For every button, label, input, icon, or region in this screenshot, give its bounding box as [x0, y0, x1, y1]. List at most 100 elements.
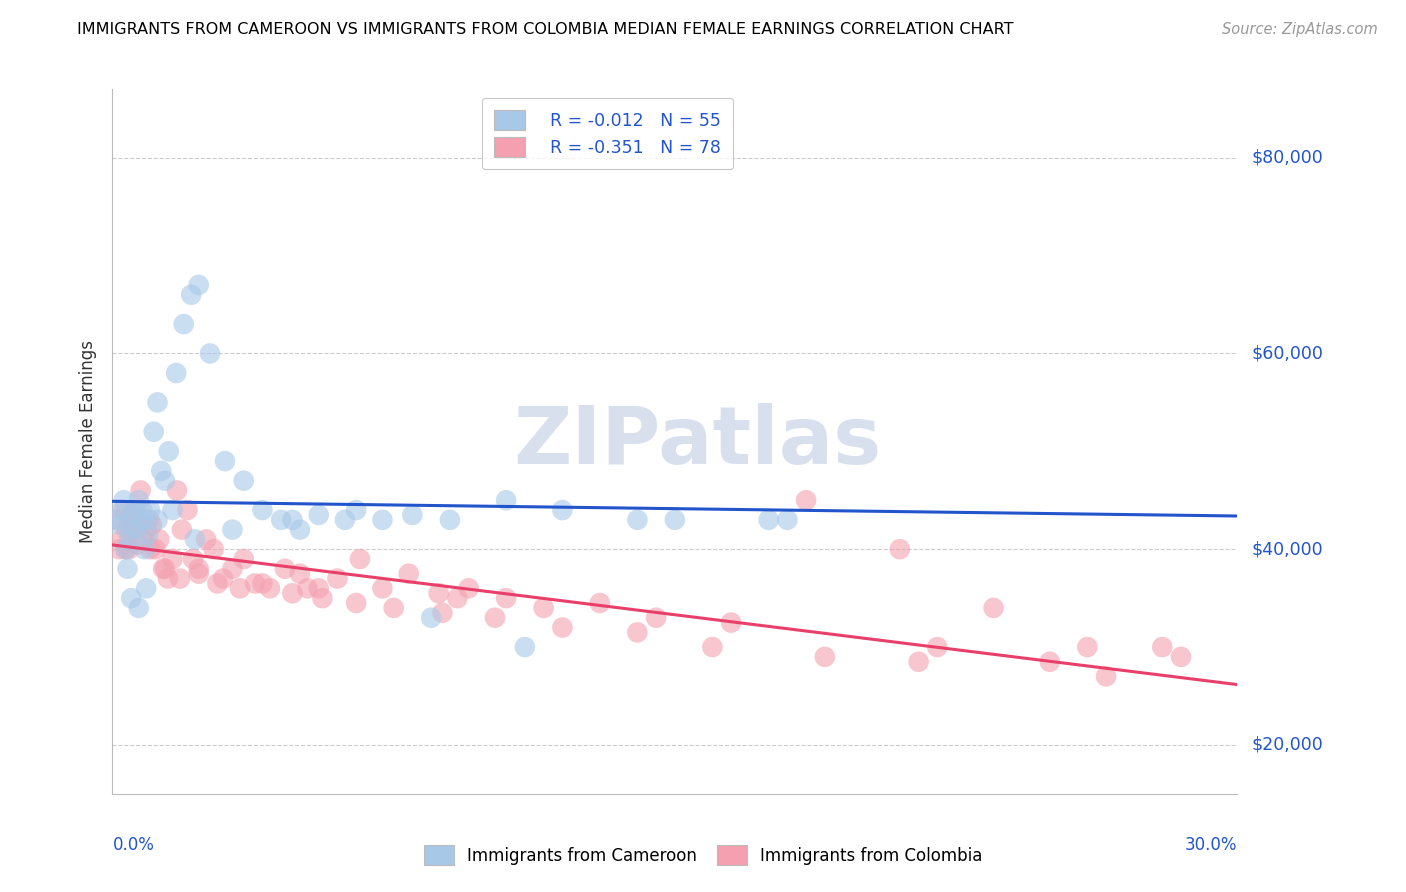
Text: ZIPatlas: ZIPatlas [513, 402, 882, 481]
Point [187, 277, 209, 292]
Point [195, 533, 218, 547]
Point [122, 523, 145, 537]
Point [308, 582, 330, 596]
Point [120, 508, 142, 522]
Point [146, 513, 169, 527]
Legend: Immigrants from Cameroon, Immigrants from Colombia: Immigrants from Cameroon, Immigrants fro… [413, 836, 993, 875]
Point [344, 503, 367, 517]
Point [153, 474, 176, 488]
Point [170, 523, 193, 537]
Point [141, 517, 163, 532]
Point [274, 562, 297, 576]
Point [398, 566, 420, 581]
Point [166, 483, 188, 498]
Point [221, 523, 243, 537]
Point [124, 503, 146, 517]
Point [132, 533, 155, 547]
Point [513, 640, 536, 654]
Point [288, 523, 311, 537]
Point [150, 464, 173, 478]
Point [281, 513, 304, 527]
Point [173, 317, 195, 331]
Point [187, 562, 209, 576]
Point [927, 640, 949, 654]
Point [270, 513, 292, 527]
Point [551, 503, 574, 517]
Point [889, 542, 911, 557]
Point [484, 611, 506, 625]
Text: 30.0%: 30.0% [1185, 836, 1237, 855]
Point [252, 576, 274, 591]
Point [108, 542, 131, 557]
Point [252, 503, 274, 517]
Text: $20,000: $20,000 [1251, 736, 1323, 754]
Point [720, 615, 742, 630]
Point [128, 601, 150, 615]
Point [138, 513, 160, 527]
Point [125, 503, 148, 517]
Point [120, 523, 142, 537]
Text: Source: ZipAtlas.com: Source: ZipAtlas.com [1222, 22, 1378, 37]
Point [1170, 649, 1192, 664]
Point [495, 493, 517, 508]
Point [128, 493, 150, 508]
Point [533, 601, 555, 615]
Point [1095, 669, 1118, 683]
Point [131, 503, 153, 517]
Point [776, 513, 799, 527]
Point [371, 582, 394, 596]
Point [333, 513, 356, 527]
Point [349, 552, 371, 566]
Point [139, 503, 162, 517]
Point [1076, 640, 1098, 654]
Point [308, 508, 330, 522]
Point [221, 562, 243, 576]
Point [232, 552, 254, 566]
Point [198, 346, 221, 360]
Point [371, 513, 394, 527]
Point [626, 513, 648, 527]
Point [129, 513, 152, 527]
Point [207, 576, 229, 591]
Point [297, 582, 319, 596]
Point [311, 591, 333, 606]
Point [176, 503, 198, 517]
Point [202, 542, 225, 557]
Point [112, 493, 135, 508]
Point [401, 508, 423, 522]
Point [118, 542, 141, 557]
Point [162, 552, 184, 566]
Point [105, 513, 128, 527]
Point [794, 493, 817, 508]
Point [551, 620, 574, 634]
Point [120, 591, 142, 606]
Y-axis label: Median Female Earnings: Median Female Earnings [79, 340, 97, 543]
Text: $40,000: $40,000 [1251, 541, 1323, 558]
Point [243, 576, 266, 591]
Point [139, 542, 162, 557]
Point [758, 513, 780, 527]
Point [326, 572, 349, 586]
Point [127, 537, 149, 551]
Text: $60,000: $60,000 [1251, 344, 1323, 362]
Point [589, 596, 612, 610]
Point [122, 508, 145, 522]
Point [232, 474, 254, 488]
Point [117, 562, 139, 576]
Point [118, 533, 141, 547]
Point [446, 591, 468, 606]
Point [136, 527, 159, 541]
Point [135, 582, 157, 596]
Point [626, 625, 648, 640]
Point [107, 513, 129, 527]
Point [814, 649, 837, 664]
Point [152, 562, 174, 576]
Point [181, 552, 204, 566]
Point [111, 503, 134, 517]
Point [114, 542, 136, 557]
Point [187, 566, 209, 581]
Text: IMMIGRANTS FROM CAMEROON VS IMMIGRANTS FROM COLOMBIA MEDIAN FEMALE EARNINGS CORR: IMMIGRANTS FROM CAMEROON VS IMMIGRANTS F… [77, 22, 1014, 37]
Point [108, 517, 131, 532]
Point [125, 523, 148, 537]
Point [457, 582, 479, 596]
